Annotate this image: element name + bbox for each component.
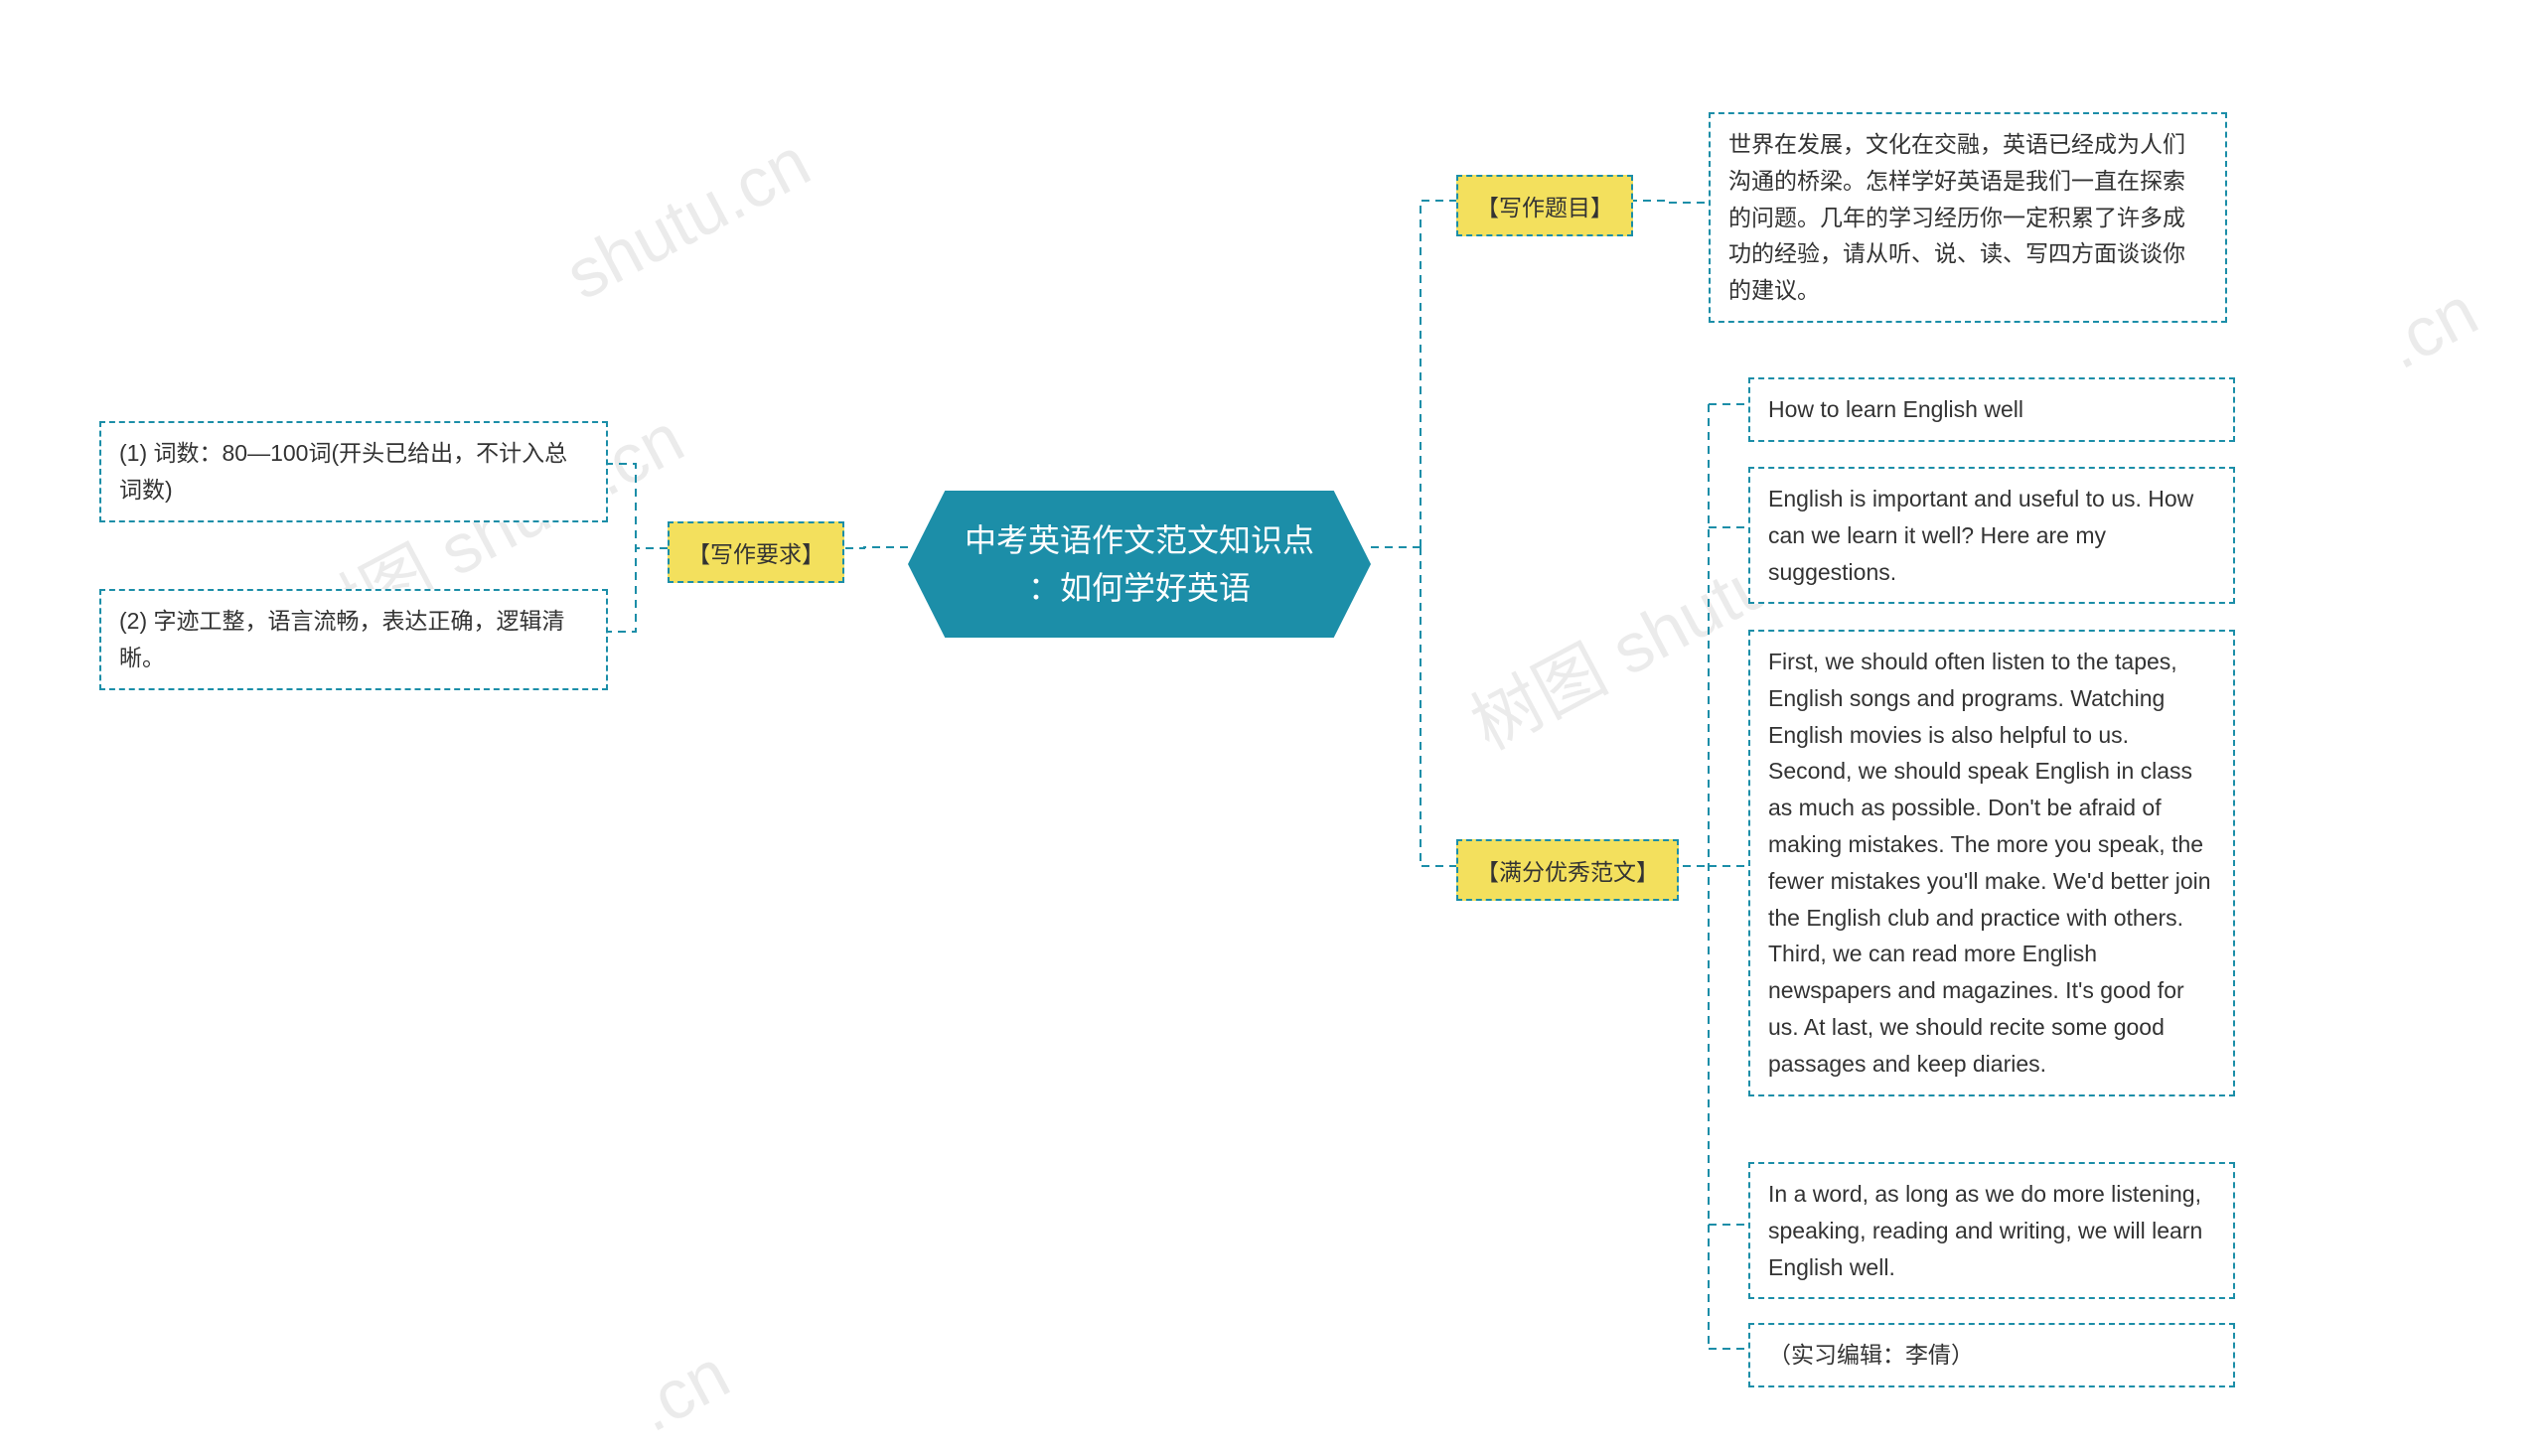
branch-label: 【写作题目】 bbox=[1476, 195, 1613, 220]
branch-label: 【写作要求】 bbox=[687, 541, 824, 567]
watermark-text: .cn bbox=[2371, 272, 2489, 384]
center-title-line2: ：如何学好英语 bbox=[942, 564, 1337, 612]
leaf-essay-5: （实习编辑：李倩） bbox=[1748, 1323, 2235, 1387]
leaf-text: In a word, as long as we do more listeni… bbox=[1768, 1181, 2202, 1280]
watermark: .cn bbox=[623, 1334, 742, 1447]
center-node: 中考英语作文范文知识点 ：如何学好英语 bbox=[908, 491, 1371, 638]
leaf-text: English is important and useful to us. H… bbox=[1768, 486, 2193, 585]
branch-model-essay: 【满分优秀范文】 bbox=[1456, 839, 1679, 901]
watermark-text: .cn bbox=[623, 1335, 741, 1447]
center-title-line1: 中考英语作文范文知识点 bbox=[942, 516, 1337, 564]
leaf-essay-2: English is important and useful to us. H… bbox=[1748, 467, 2235, 604]
leaf-text: （实习编辑：李倩） bbox=[1768, 1342, 1974, 1368]
leaf-text: (1) 词数：80—100词(开头已给出，不计入总词数) bbox=[119, 440, 567, 503]
leaf-text: (2) 字迹工整，语言流畅，表达正确，逻辑清晰。 bbox=[119, 608, 565, 670]
branch-label: 【满分优秀范文】 bbox=[1476, 859, 1659, 885]
leaf-text: First, we should often listen to the tap… bbox=[1768, 649, 2211, 1077]
leaf-essay-1: How to learn English well bbox=[1748, 377, 2235, 442]
leaf-text: 世界在发展，文化在交融，英语已经成为人们沟通的桥梁。怎样学好英语是我们一直在探索… bbox=[1728, 131, 2185, 303]
branch-writing-requirements: 【写作要求】 bbox=[668, 521, 844, 583]
leaf-essay-4: In a word, as long as we do more listeni… bbox=[1748, 1162, 2235, 1299]
watermark: shutu.cn bbox=[553, 122, 823, 316]
watermark-text: shutu.cn bbox=[553, 122, 822, 314]
branch-writing-topic: 【写作题目】 bbox=[1456, 175, 1633, 236]
leaf-topic: 世界在发展，文化在交融，英语已经成为人们沟通的桥梁。怎样学好英语是我们一直在探索… bbox=[1709, 112, 2227, 323]
leaf-req-1: (1) 词数：80—100词(开头已给出，不计入总词数) bbox=[99, 421, 608, 522]
leaf-req-2: (2) 字迹工整，语言流畅，表达正确，逻辑清晰。 bbox=[99, 589, 608, 690]
leaf-essay-3: First, we should often listen to the tap… bbox=[1748, 630, 2235, 1096]
leaf-text: How to learn English well bbox=[1768, 396, 2023, 422]
watermark: .cn bbox=[2371, 271, 2490, 384]
